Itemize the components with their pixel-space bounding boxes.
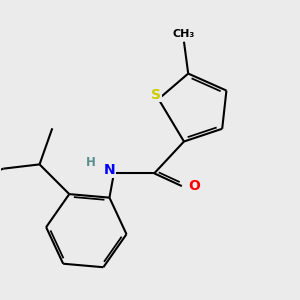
Text: H: H: [85, 156, 95, 169]
Text: N: N: [104, 163, 116, 177]
Text: S: S: [152, 88, 161, 102]
Text: O: O: [188, 179, 200, 193]
Text: CH₃: CH₃: [173, 29, 195, 39]
